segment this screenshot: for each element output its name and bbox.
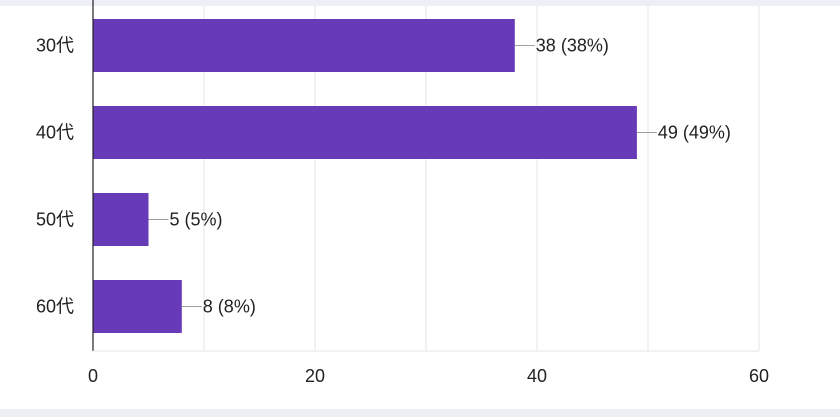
x-tick-label-1: 20: [305, 366, 325, 386]
data-labels: 38 (38%) 49 (49%) 5 (5%) 8 (8%): [148, 36, 731, 317]
x-tick-label-0: 0: [88, 366, 98, 386]
bar-3: [93, 280, 182, 333]
category-label-0: 30代: [36, 36, 74, 56]
category-label-1: 40代: [36, 123, 74, 143]
bars: [93, 19, 637, 333]
data-label-2: 5 (5%): [170, 210, 223, 230]
x-tick-label-2: 40: [527, 366, 547, 386]
bar-2: [93, 193, 149, 246]
data-label-3: 8 (8%): [203, 297, 256, 317]
x-tick-labels: 0 20 40 60: [88, 366, 769, 386]
data-label-0: 38 (38%): [536, 36, 609, 56]
x-tick-label-3: 60: [749, 366, 769, 386]
bar-0: [93, 19, 515, 72]
category-label-3: 60代: [36, 297, 74, 317]
category-labels: 30代 40代 50代 60代: [36, 36, 74, 317]
data-label-1: 49 (49%): [658, 123, 731, 143]
bar-1: [93, 106, 637, 159]
category-label-2: 50代: [36, 210, 74, 230]
